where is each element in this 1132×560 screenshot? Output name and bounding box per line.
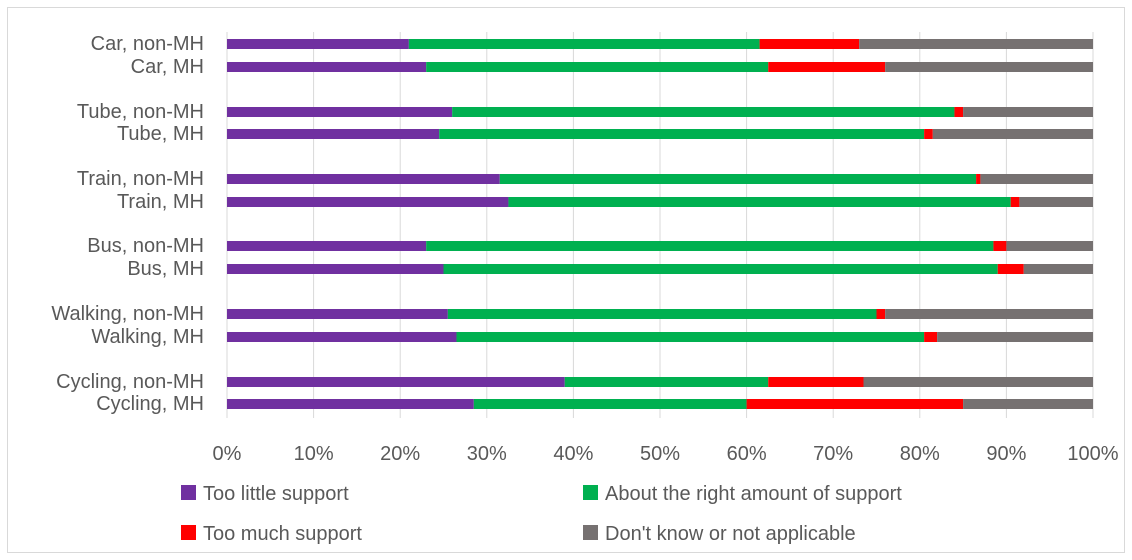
bar-segment: [227, 399, 474, 409]
bar-segment: [1010, 197, 1020, 207]
bar-segment: [876, 309, 886, 319]
x-tick-label: 20%: [380, 443, 420, 465]
chart-frame: [7, 7, 1125, 553]
bar-segment: [924, 129, 933, 139]
legend-label: Too much support: [203, 523, 362, 545]
category-label: Bus, non-MH: [87, 235, 204, 257]
bar-segment: [1019, 197, 1093, 207]
bars: [227, 39, 1093, 409]
bar-segment: [227, 309, 448, 319]
bar-segment: [499, 174, 977, 184]
category-label: Walking, non-MH: [51, 303, 204, 325]
x-tick-label: 80%: [900, 443, 940, 465]
bar-segment: [963, 107, 1093, 117]
bar-segment: [997, 264, 1024, 274]
bar-segment: [885, 62, 1093, 72]
bar-segment: [473, 399, 747, 409]
bar-segment: [227, 241, 427, 251]
legend-swatch: [181, 485, 196, 500]
x-tick-labels: 0% 10% 20% 30% 40% 50% 60% 70% 80% 90% 100%: [213, 443, 1119, 465]
legend-swatch: [181, 525, 196, 540]
bar-segment: [980, 174, 1093, 184]
bar-segment: [746, 399, 964, 409]
legend-swatch: [583, 485, 598, 500]
x-tick-label: 90%: [986, 443, 1026, 465]
bar-segment: [859, 39, 1093, 49]
legend-item: Too much support: [181, 523, 362, 545]
legend-label: Don't know or not applicable: [605, 523, 856, 545]
bar-segment: [227, 62, 427, 72]
bar-segment: [227, 129, 440, 139]
category-label: Cycling, MH: [96, 393, 204, 415]
bar-segment: [227, 107, 453, 117]
bar-segment: [227, 377, 565, 387]
bar-segment: [426, 62, 769, 72]
bar-segment: [932, 129, 1093, 139]
category-label: Car, non-MH: [91, 33, 204, 55]
x-tick-label: 10%: [294, 443, 334, 465]
x-tick-label: 70%: [813, 443, 853, 465]
legend-swatch: [583, 525, 598, 540]
category-label: Tube, non-MH: [77, 101, 204, 123]
x-tick-label: 60%: [727, 443, 767, 465]
bar-segment: [564, 377, 769, 387]
bar-segment: [508, 197, 1011, 207]
category-label: Walking, MH: [91, 326, 204, 348]
bar-segment: [963, 399, 1093, 409]
bar-segment: [768, 377, 864, 387]
bar-segment: [227, 39, 409, 49]
bar-segment: [885, 309, 1093, 319]
bar-segment: [759, 39, 860, 49]
category-label: Train, MH: [117, 191, 204, 213]
x-tick-label: 30%: [467, 443, 507, 465]
legend: Too little support About the right amount…: [181, 483, 902, 545]
bar-segment: [937, 332, 1093, 342]
category-label: Car, MH: [131, 56, 204, 78]
legend-label: Too little support: [203, 483, 349, 505]
legend-item: Too little support: [181, 483, 349, 505]
category-label: Bus, MH: [127, 258, 204, 280]
bar-segment: [863, 377, 1093, 387]
bar-segment: [227, 197, 509, 207]
bar-segment: [227, 332, 457, 342]
bar-segment: [993, 241, 1007, 251]
category-label: Train, non-MH: [77, 168, 204, 190]
bar-segment: [1023, 264, 1093, 274]
bar-segment: [452, 107, 955, 117]
legend-item: About the right amount of support: [583, 483, 902, 505]
legend-item: Don't know or not applicable: [583, 523, 856, 545]
bar-segment: [408, 39, 760, 49]
gridlines: [226, 32, 1094, 418]
bar-segment: [443, 264, 998, 274]
bar-segment: [924, 332, 938, 342]
x-tick-label: 40%: [553, 443, 593, 465]
x-tick-label: 50%: [640, 443, 680, 465]
x-tick-label: 100%: [1067, 443, 1118, 465]
bar-segment: [439, 129, 925, 139]
bar-segment: [954, 107, 964, 117]
bar-segment: [976, 174, 981, 184]
category-label: Cycling, non-MH: [56, 371, 204, 393]
x-tick-label: 0%: [213, 443, 242, 465]
bar-segment: [227, 174, 500, 184]
category-label: Tube, MH: [117, 123, 204, 145]
bar-segment: [426, 241, 994, 251]
bar-segment: [227, 264, 444, 274]
bar-segment: [768, 62, 886, 72]
legend-label: About the right amount of support: [605, 483, 902, 505]
bar-segment: [447, 309, 877, 319]
bar-segment: [1006, 241, 1093, 251]
bar-segment: [456, 332, 925, 342]
